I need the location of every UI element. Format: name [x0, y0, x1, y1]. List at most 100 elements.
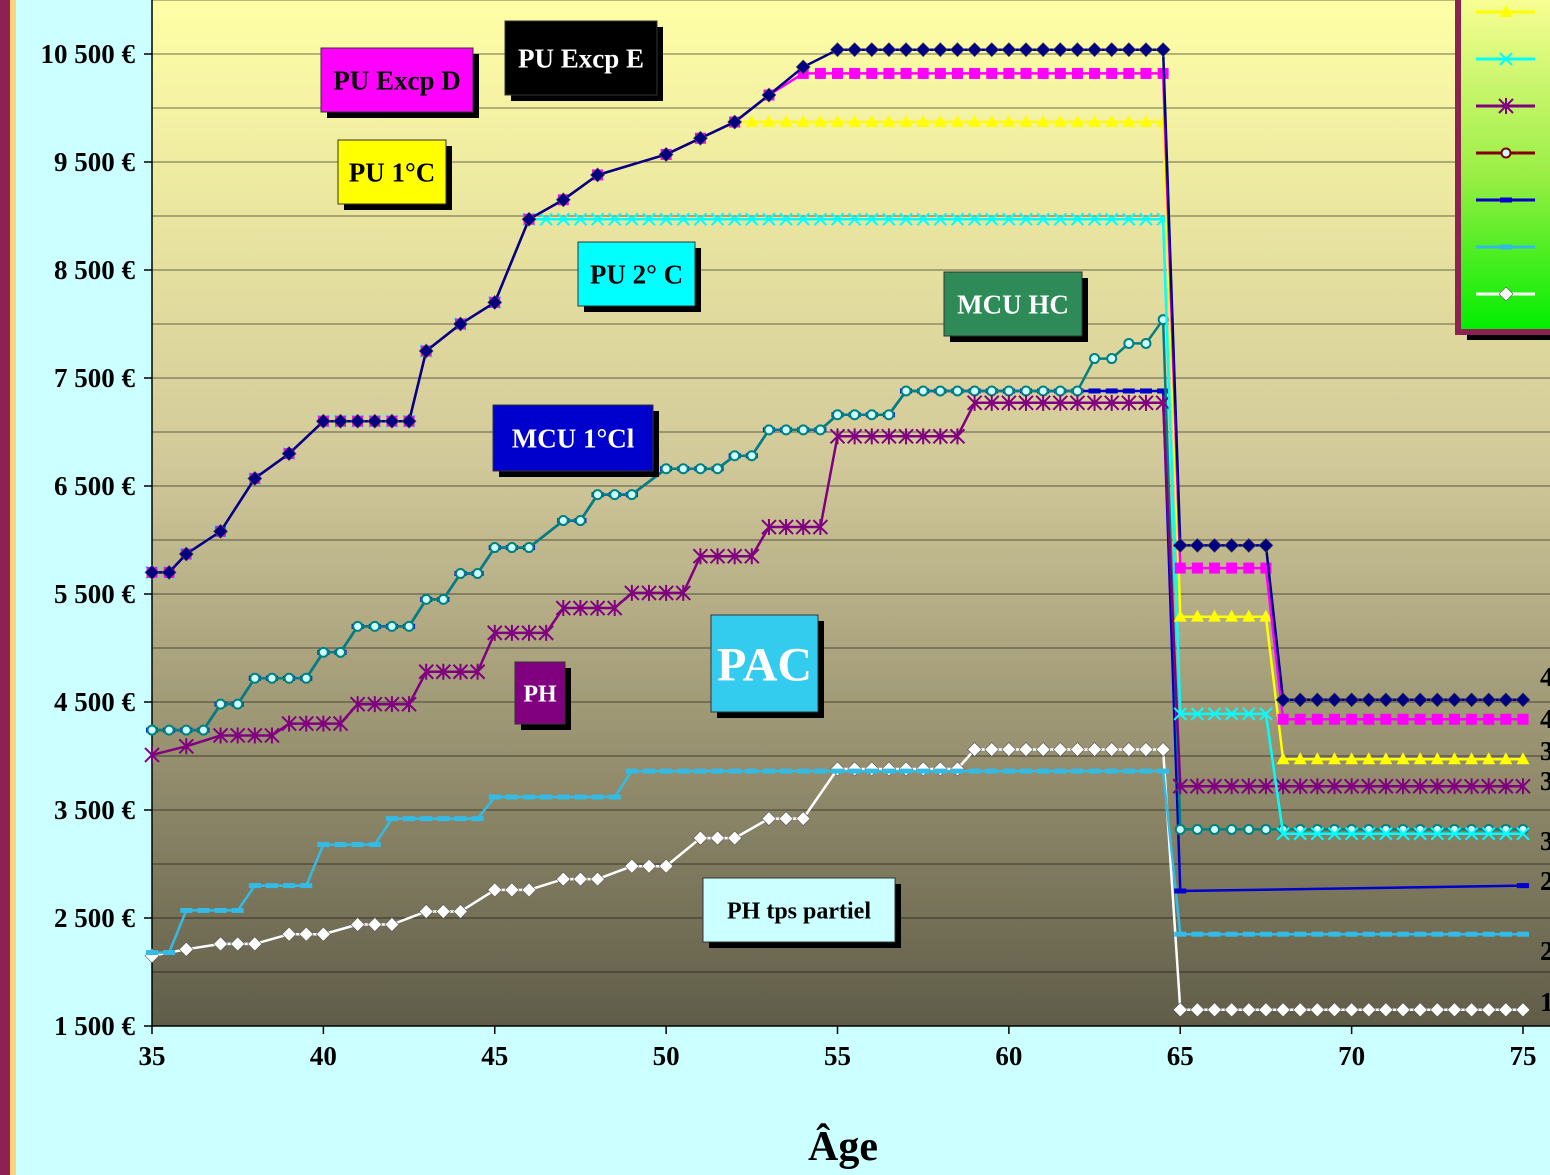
data-point — [917, 67, 929, 79]
data-point — [317, 842, 330, 848]
data-point — [1207, 1002, 1222, 1018]
data-point — [1106, 67, 1118, 79]
data-point — [1172, 778, 1188, 795]
data-point — [967, 42, 983, 58]
series-group — [144, 42, 1531, 1018]
data-point — [334, 842, 347, 848]
edge-label: 3 — [1540, 826, 1550, 856]
data-point — [1326, 778, 1343, 795]
data-point — [1447, 692, 1462, 708]
legend-marker — [1499, 5, 1513, 17]
callout-text: PH tps partiel — [727, 898, 871, 924]
data-point — [1018, 394, 1034, 411]
data-point — [1276, 752, 1290, 765]
data-point — [1121, 742, 1137, 757]
data-point — [761, 519, 777, 536]
callout-box — [492, 404, 654, 472]
data-point — [1189, 537, 1205, 553]
data-point — [1140, 67, 1152, 79]
data-point — [1446, 778, 1463, 795]
x-tick-label: 70 — [1338, 1041, 1365, 1071]
data-point — [1037, 768, 1050, 774]
data-point — [178, 941, 194, 957]
data-point — [1155, 42, 1171, 58]
data-point — [1020, 385, 1032, 397]
data-point — [847, 42, 863, 58]
data-point — [1003, 385, 1015, 397]
x-tick-label: 45 — [481, 1041, 508, 1071]
x-tick-label: 60 — [995, 1041, 1022, 1071]
data-point — [368, 842, 381, 848]
data-point — [761, 87, 777, 103]
data-point — [1243, 562, 1255, 574]
data-point — [1294, 931, 1307, 937]
data-point — [1172, 537, 1188, 553]
left-border — [0, 0, 10, 1175]
data-point — [915, 42, 931, 58]
data-point — [1087, 212, 1102, 226]
data-point — [1157, 388, 1170, 394]
data-point — [315, 926, 331, 942]
data-point — [1054, 67, 1066, 79]
data-point — [1173, 609, 1187, 622]
data-point — [1088, 388, 1101, 394]
data-point — [335, 646, 347, 658]
data-point — [932, 428, 949, 445]
data-point — [1020, 768, 1033, 774]
data-point — [1327, 692, 1342, 708]
data-point — [161, 564, 177, 580]
data-point — [1191, 562, 1203, 574]
data-point — [795, 519, 811, 536]
data-point — [1362, 752, 1376, 765]
legend-marker — [1498, 286, 1514, 302]
data-point — [795, 59, 811, 75]
data-point — [848, 768, 861, 774]
data-point — [1258, 537, 1274, 553]
data-point — [934, 385, 946, 397]
data-point — [1328, 931, 1341, 937]
data-point — [213, 936, 228, 952]
data-point — [1138, 742, 1154, 757]
data-point — [746, 450, 758, 462]
data-point — [1088, 115, 1102, 128]
data-point — [521, 882, 537, 898]
callout-text: PAC — [717, 638, 812, 691]
callout-box — [943, 271, 1083, 337]
x-tick-label: 40 — [310, 1041, 337, 1071]
data-point — [1517, 883, 1529, 889]
data-point — [609, 489, 621, 501]
callout-box — [337, 139, 447, 205]
y-tick-label: 2 500 € — [54, 903, 136, 933]
data-point — [1430, 752, 1444, 765]
legend-item — [1476, 286, 1535, 302]
data-point — [950, 42, 965, 58]
data-point — [1515, 692, 1531, 708]
data-point — [1139, 212, 1153, 226]
data-point — [899, 212, 913, 226]
data-point — [1482, 931, 1495, 937]
data-point — [831, 115, 844, 128]
data-point — [710, 830, 725, 846]
data-point — [934, 768, 947, 774]
data-point — [555, 600, 572, 617]
data-point — [830, 42, 845, 58]
data-point — [949, 428, 966, 445]
data-point — [523, 794, 536, 800]
data-point — [281, 715, 297, 732]
data-point — [574, 515, 586, 527]
callout-box — [577, 241, 696, 307]
data-point — [694, 768, 707, 774]
data-point — [212, 727, 229, 744]
callout-text: PU 1°C — [349, 157, 436, 187]
data-point — [540, 794, 553, 800]
data-point — [846, 428, 863, 445]
data-point — [1035, 742, 1051, 757]
data-point — [487, 294, 503, 310]
data-point — [590, 212, 605, 226]
data-point — [1499, 827, 1513, 841]
data-point — [727, 114, 743, 130]
callouts: PU Excp D PU Excp E PU 1°C PU 2° C MCU HC MCU… — [320, 20, 1088, 948]
data-point — [763, 424, 775, 436]
data-point — [1189, 778, 1206, 795]
data-point — [812, 519, 829, 536]
